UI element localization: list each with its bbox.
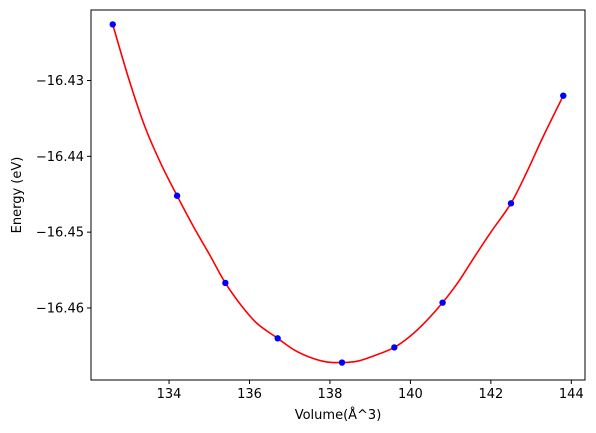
data-point <box>109 21 116 28</box>
x-axis: 134 136 138 140 142 144 <box>157 380 584 402</box>
data-point <box>338 359 346 366</box>
y-axis: −16.43 −16.44 −16.45 −16.46 <box>36 74 91 316</box>
y-tick-label: −16.45 <box>36 226 84 241</box>
y-tick-label: −16.46 <box>36 301 84 316</box>
y-axis-label: Energy (eV) <box>10 157 25 234</box>
data-point <box>391 344 398 351</box>
x-tick-label: 140 <box>398 387 423 402</box>
x-tick-label: 138 <box>318 387 343 402</box>
plot-area <box>109 21 567 366</box>
x-tick-label: 136 <box>237 387 262 402</box>
data-point <box>439 299 446 306</box>
data-point <box>507 200 515 207</box>
data-point <box>560 92 567 99</box>
data-point <box>274 335 281 342</box>
x-tick-label: 144 <box>559 387 584 402</box>
y-tick-label: −16.44 <box>36 150 84 165</box>
x-tick-label: 134 <box>157 387 182 402</box>
axes-frame <box>90 9 586 381</box>
x-tick-label: 142 <box>478 387 503 402</box>
x-axis-label: Volume(Å^3) <box>295 407 382 423</box>
data-point <box>173 192 181 199</box>
fit-curve-line <box>111 24 564 364</box>
data-point <box>222 279 229 287</box>
y-tick-label: −16.43 <box>36 74 84 89</box>
